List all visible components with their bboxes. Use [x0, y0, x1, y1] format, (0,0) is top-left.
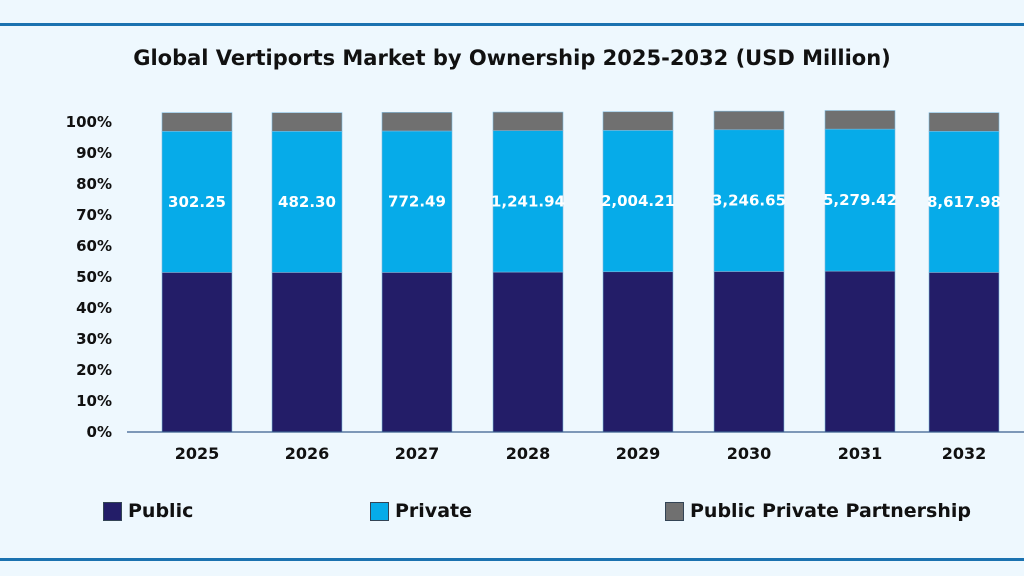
legend-swatch-private	[370, 501, 389, 521]
legend-label-private: Private	[395, 500, 472, 522]
y-tick-label: 40%	[76, 299, 112, 317]
chart-title: Global Vertiports Market by Ownership 20…	[133, 46, 891, 70]
data-label: 482.30	[278, 193, 336, 211]
legend-item-public: Public	[103, 500, 193, 522]
bar-segment-public-private-partnership	[492, 111, 564, 131]
bar-segment-private	[713, 129, 785, 272]
bar-segment-public-private-partnership	[381, 112, 453, 132]
legend-swatch-ppp	[665, 501, 684, 521]
bar-segment-public-private-partnership	[824, 110, 896, 130]
legend-label-ppp: Public Private Partnership	[690, 500, 971, 522]
bar-segment-public-private-partnership	[271, 112, 343, 132]
x-tick-label: 2032	[942, 444, 987, 463]
bar-segment-public	[824, 270, 896, 433]
bar-segment-private	[602, 130, 674, 273]
y-tick-label: 70%	[76, 206, 112, 224]
y-tick-label: 20%	[76, 361, 112, 379]
bar-segment-private	[271, 131, 343, 273]
x-tick-label: 2027	[395, 444, 440, 463]
bar-segment-public	[713, 271, 785, 433]
legend-item-ppp: Public Private Partnership	[665, 500, 971, 522]
bottom-rule	[0, 558, 1024, 561]
legend-item-private: Private	[370, 500, 472, 522]
bar-segment-public-private-partnership	[928, 112, 1000, 132]
bar-segment-public	[381, 272, 453, 433]
data-label: 302.25	[168, 193, 226, 211]
x-tick-label: 2030	[727, 444, 772, 463]
y-tick-label: 60%	[76, 237, 112, 255]
x-tick-label: 2028	[506, 444, 551, 463]
y-tick-label: 30%	[76, 330, 112, 348]
y-tick-label: 90%	[76, 144, 112, 162]
y-tick-label: 50%	[76, 268, 112, 286]
x-tick-label: 2031	[838, 444, 883, 463]
y-tick-label: 100%	[66, 113, 112, 131]
bar-segment-public	[271, 272, 343, 433]
data-label: 3,246.65	[712, 192, 786, 210]
bar-segment-private	[381, 130, 453, 273]
bar-segment-public	[602, 271, 674, 433]
legend-label-public: Public	[128, 500, 194, 522]
y-tick-label: 80%	[76, 175, 112, 193]
bar-segment-public-private-partnership	[602, 111, 674, 131]
top-rule	[0, 23, 1024, 26]
data-label: 2,004.21	[601, 192, 675, 210]
y-tick-label: 0%	[87, 423, 112, 441]
bar-segment-public	[928, 272, 1000, 433]
data-label: 8,617.98	[927, 193, 1001, 211]
legend-swatch-public	[103, 501, 122, 521]
bar-segment-public-private-partnership	[161, 112, 233, 132]
bar-segment-private	[161, 131, 233, 273]
bar-segment-private	[492, 130, 564, 273]
bar-segment-public	[161, 272, 233, 433]
bar-segment-public	[492, 271, 564, 433]
x-tick-label: 2026	[285, 444, 330, 463]
data-label: 5,279.42	[823, 191, 897, 209]
y-tick-label: 10%	[76, 392, 112, 410]
x-tick-label: 2025	[175, 444, 220, 463]
data-label: 772.49	[388, 193, 446, 211]
bar-segment-public-private-partnership	[713, 110, 785, 131]
data-label: 1,241.94	[491, 192, 565, 210]
bar-segment-private	[824, 128, 896, 272]
x-tick-label: 2029	[616, 444, 661, 463]
